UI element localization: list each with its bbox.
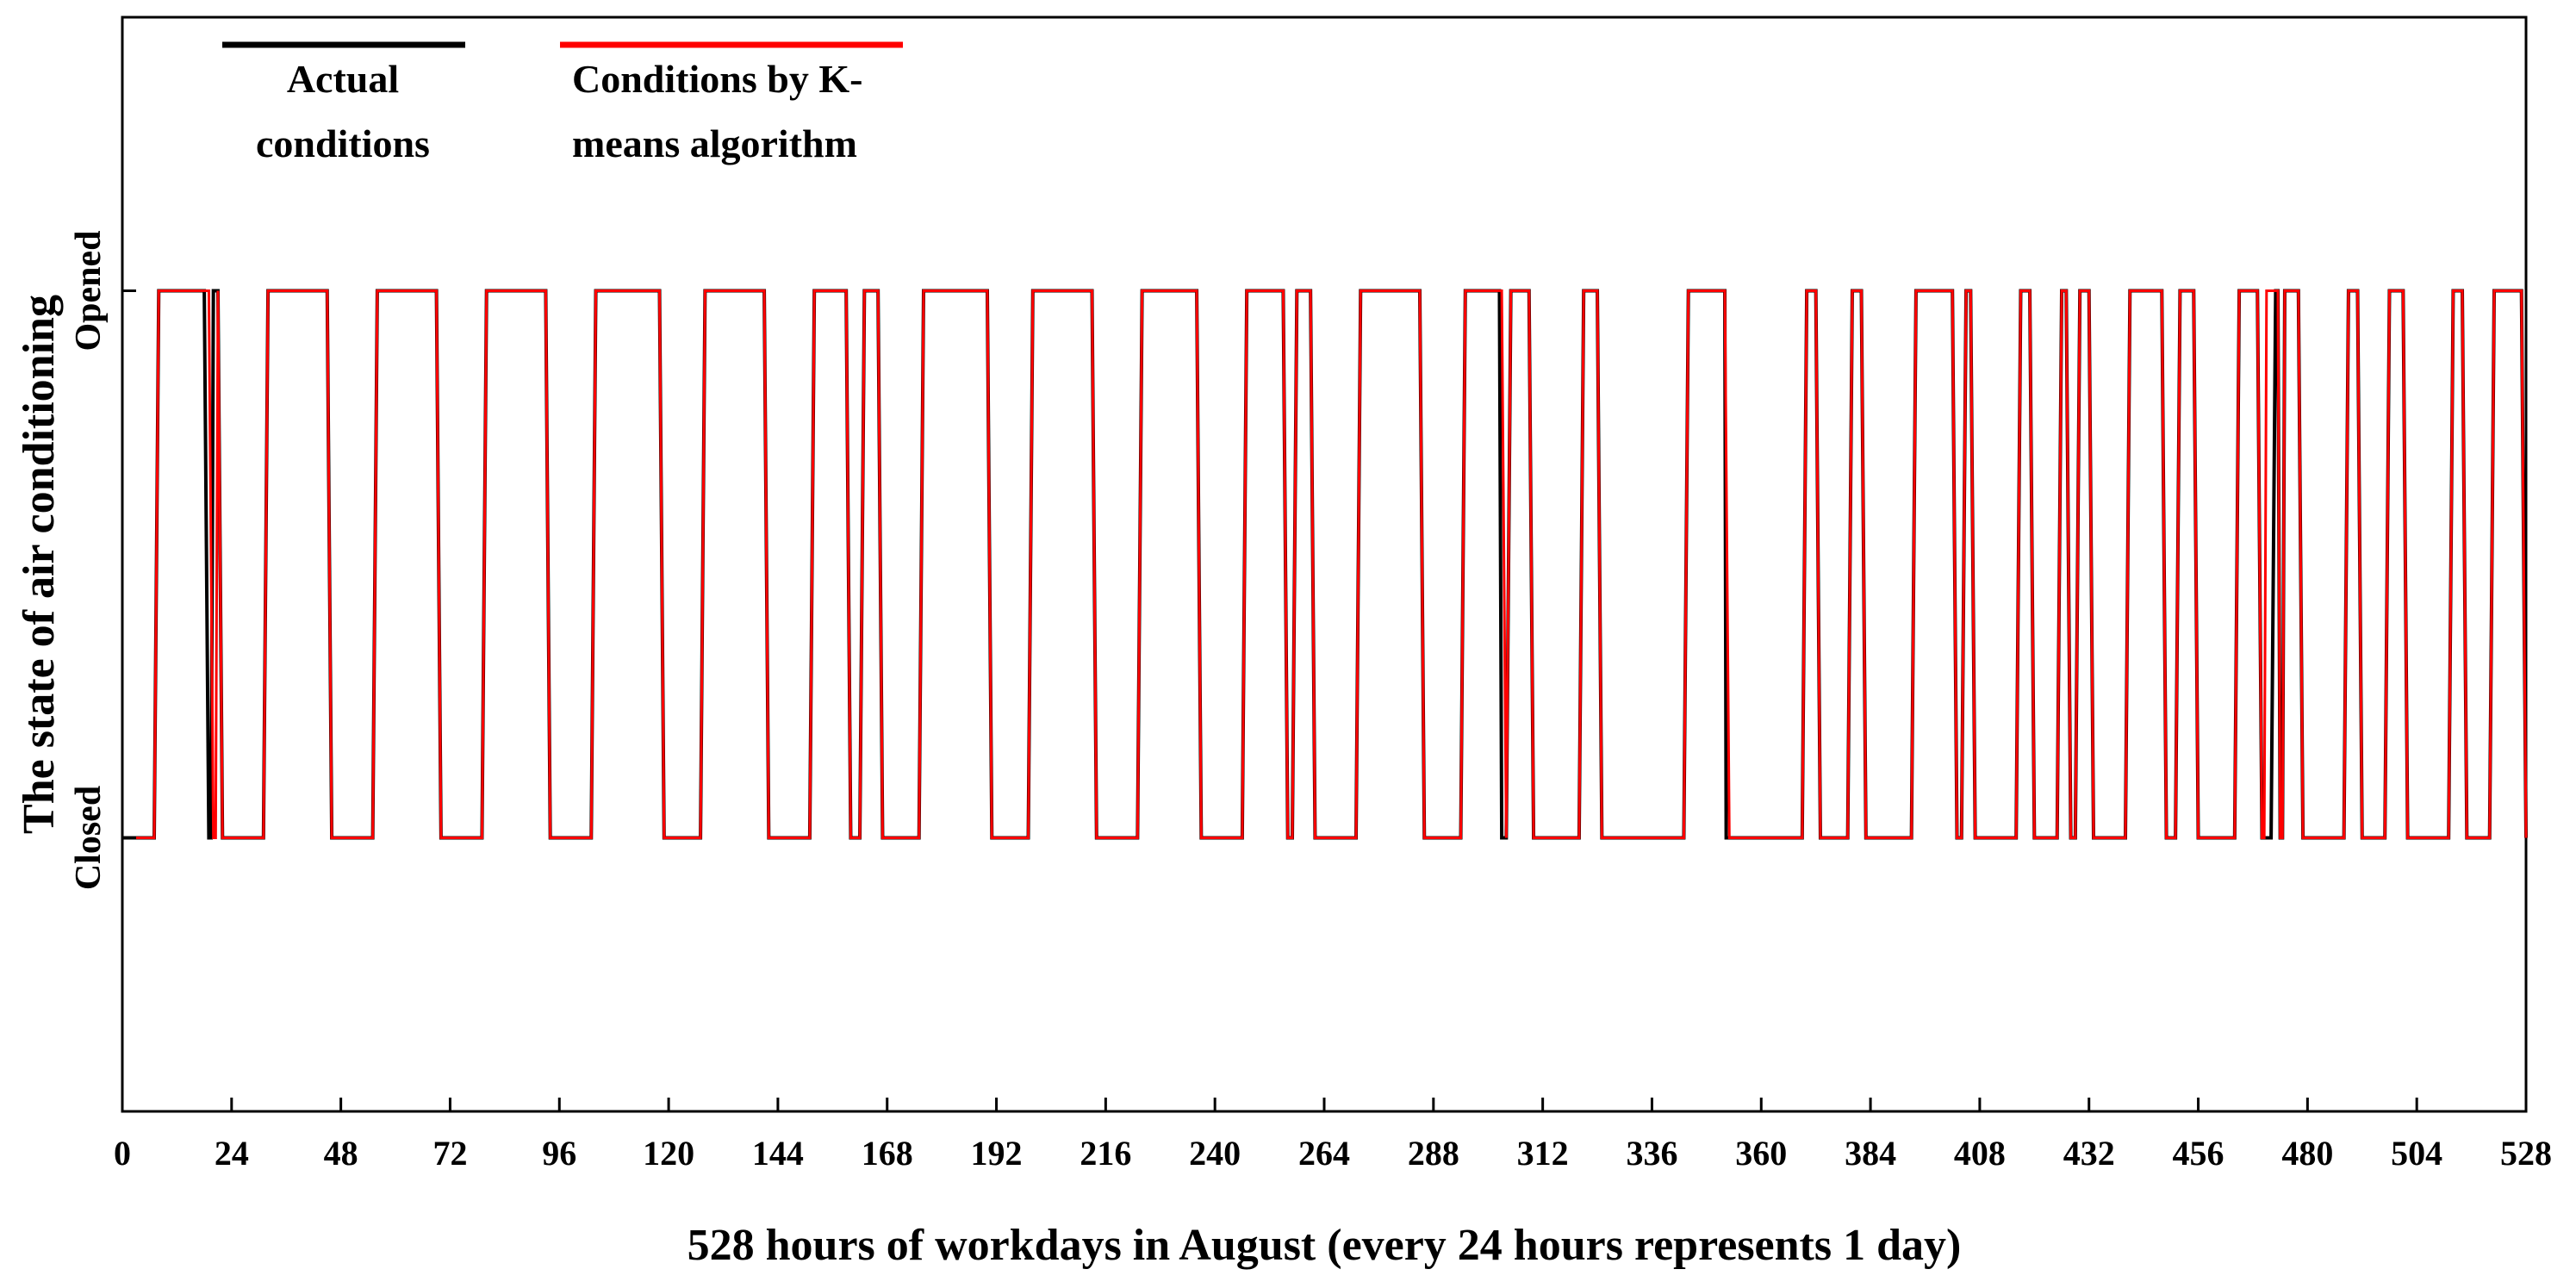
y-axis-title: The state of air conditioning bbox=[15, 295, 64, 834]
x-tick-label: 144 bbox=[752, 1134, 804, 1173]
x-tick-label: 72 bbox=[432, 1134, 467, 1173]
legend: Actual conditions Conditions by K- means… bbox=[222, 41, 903, 165]
x-tick-label: 360 bbox=[1735, 1134, 1787, 1173]
series-line-kmeans bbox=[122, 289, 2528, 839]
x-tick-label: 96 bbox=[542, 1134, 576, 1173]
series-layer bbox=[122, 289, 2528, 840]
x-tick-label: 384 bbox=[1845, 1134, 1896, 1173]
x-tick-label: 120 bbox=[643, 1134, 694, 1173]
x-tick-label: 528 bbox=[2500, 1134, 2552, 1173]
x-tick-label: 48 bbox=[324, 1134, 358, 1173]
y-tick-label: Opened bbox=[69, 230, 109, 351]
x-tick-label: 432 bbox=[2063, 1134, 2115, 1173]
x-axis-title: 528 hours of workdays in August (every 2… bbox=[688, 1221, 1962, 1270]
legend-label-actual-line1: Actual bbox=[287, 57, 399, 101]
x-tick-label: 504 bbox=[2391, 1134, 2442, 1173]
x-tick-label: 264 bbox=[1298, 1134, 1350, 1173]
x-tick-label: 216 bbox=[1080, 1134, 1131, 1173]
x-axis: 0 24 48 72 96 120 144 168 192 216 240 264 288 312 336 3… bbox=[114, 1098, 2552, 1173]
x-tick-label: 408 bbox=[1954, 1134, 2006, 1173]
y-tick-label: Closed bbox=[69, 786, 109, 890]
x-tick-label: 480 bbox=[2281, 1134, 2333, 1173]
x-tick-label: 336 bbox=[1626, 1134, 1677, 1173]
x-tick-label: 24 bbox=[215, 1134, 249, 1173]
legend-label-actual-line2: conditions bbox=[256, 121, 430, 165]
x-tick-label: 456 bbox=[2173, 1134, 2224, 1173]
legend-label-kmeans-line1: Conditions by K- bbox=[572, 57, 862, 101]
x-tick-label: 288 bbox=[1408, 1134, 1459, 1173]
legend-label-kmeans-line2: means algorithm bbox=[572, 121, 857, 165]
y-axis: Closed Opened bbox=[69, 230, 136, 890]
x-tick-label: 0 bbox=[114, 1134, 131, 1173]
x-tick-label: 240 bbox=[1189, 1134, 1241, 1173]
x-tick-label: 312 bbox=[1517, 1134, 1569, 1173]
x-tick-label: 168 bbox=[862, 1134, 913, 1173]
x-tick-label: 192 bbox=[971, 1134, 1023, 1173]
